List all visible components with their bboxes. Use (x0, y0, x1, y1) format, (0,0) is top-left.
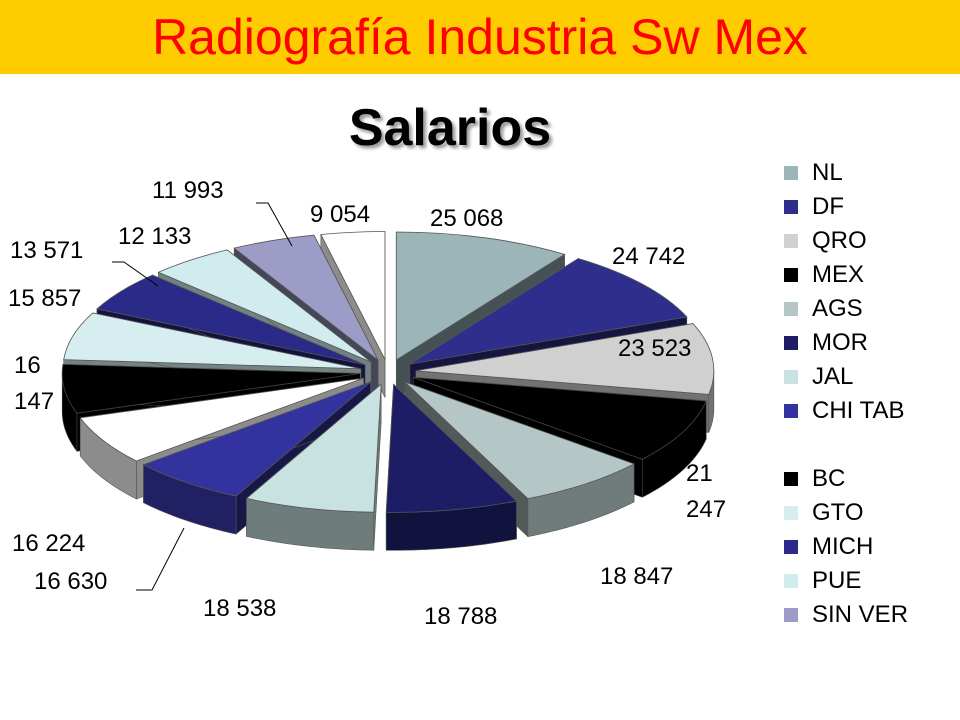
legend-swatch (784, 540, 798, 554)
legend-label: BC (812, 465, 846, 492)
legend-swatch (784, 166, 798, 180)
legend-item: JAL (784, 360, 954, 394)
legend-label: AGS (812, 295, 863, 322)
legend-label: JAL (812, 363, 854, 390)
legend-label: DF (812, 193, 844, 220)
data-label-mor: 18 788 (424, 603, 498, 630)
data-label-jal: 18 538 (203, 595, 277, 622)
legend-swatch (784, 608, 798, 622)
legend-item: DF (784, 190, 954, 224)
data-label-df: 24 742 (612, 243, 686, 270)
legend-item: NL (784, 156, 954, 190)
legend-label: SIN VER (812, 601, 909, 628)
data-label-tab: 16 224 (12, 530, 86, 557)
legend-item: CHI TAB (784, 394, 954, 462)
data-label-qro: 23 523 (618, 335, 692, 362)
chart-title: Salarios (348, 99, 552, 157)
legend-item: SIN VER (784, 598, 954, 666)
legend-label: GTO (812, 499, 864, 526)
legend-swatch (784, 200, 798, 214)
legend-swatch (784, 370, 798, 384)
legend-label: MICH (812, 533, 874, 560)
legend-label: MEX (812, 261, 865, 288)
legend-item: GTO (784, 496, 954, 530)
legend-label: PUE (812, 567, 862, 594)
data-label-sin: 11 993 (152, 177, 224, 204)
legend-item: MOR (784, 326, 954, 360)
chart-legend: NL DF QRO MEX AGS MOR JAL CHI TAB BC GTO MICH PUE SI… (784, 156, 954, 666)
legend-swatch (784, 268, 798, 282)
data-label-mex: 21 247 (686, 460, 727, 523)
legend-swatch (784, 336, 798, 350)
data-label-bc: 16 147 (14, 352, 55, 415)
legend-item: MICH (784, 530, 954, 564)
legend-item: MEX (784, 258, 954, 292)
pie-slice-jal (245, 383, 382, 551)
legend-label: QRO (812, 227, 867, 254)
legend-swatch (784, 574, 798, 588)
data-label-ags: 18 847 (600, 563, 674, 590)
legend-label: MOR (812, 329, 868, 356)
legend-item: QRO (784, 224, 954, 258)
leader-line (256, 202, 293, 247)
data-label-gto: 15 857 (8, 285, 82, 312)
data-label-pue: 12 133 (118, 223, 192, 250)
legend-label: CHI TAB (812, 397, 905, 424)
legend-label: NL (812, 159, 843, 186)
legend-item: PUE (784, 564, 954, 598)
legend-swatch (784, 506, 798, 520)
legend-swatch (784, 234, 798, 248)
leader-line (112, 261, 159, 287)
data-label-mich: 13 571 (10, 237, 84, 264)
legend-item: AGS (784, 292, 954, 326)
legend-swatch (784, 472, 798, 486)
legend-item: BC (784, 462, 954, 496)
data-label-chi: 16 630 (34, 568, 108, 595)
leader-line (136, 527, 185, 591)
legend-swatch (784, 404, 798, 418)
legend-swatch (784, 302, 798, 316)
pie-slice-mor (385, 383, 518, 551)
page-title: Radiografía Industria Sw Mex (152, 9, 808, 65)
data-label-ver: 9 054 (310, 201, 371, 228)
title-bar (0, 0, 960, 74)
data-label-nl: 25 068 (430, 205, 504, 232)
